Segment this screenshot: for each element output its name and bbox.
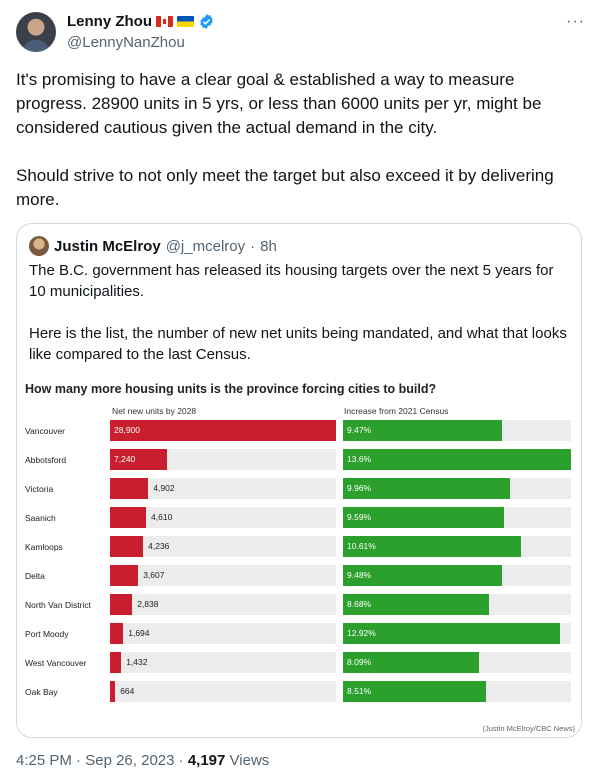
units-track-victoria: 4,902 [110, 478, 336, 499]
units-value-saanich: 4,610 [151, 512, 173, 522]
increase-bar-saanich [343, 507, 504, 528]
units-track-abbotsford: 7,240 [110, 449, 336, 470]
tweet-text: It's promising to have a clear goal & es… [16, 70, 554, 209]
chart-row-label-port-moody: Port Moody [25, 629, 69, 639]
chart-row-label-abbotsford: Abbotsford [25, 455, 67, 465]
increase-track-north-van-district: 8.68% [343, 594, 571, 615]
increase-bar-vancouver [343, 420, 502, 441]
housing-chart-image[interactable]: How many more housing units is the provi… [17, 374, 581, 737]
canada-flag-icon [156, 16, 173, 27]
chart-row-label-vancouver: Vancouver [25, 426, 66, 436]
chart-row-label-north-van-district: North Van District [25, 600, 91, 610]
units-bar-abbotsford [110, 449, 167, 470]
chart-col-header-increase: Increase from 2021 Census [344, 406, 449, 416]
chart-row-label-oak-bay: Oak Bay [25, 687, 58, 697]
units-value-north-van-district: 2,838 [137, 599, 159, 609]
units-track-saanich: 4,610 [110, 507, 336, 528]
author-avatar[interactable] [16, 12, 56, 52]
tweet-time[interactable]: 4:25 PM [16, 752, 72, 769]
footer-sep-2: · [178, 752, 184, 769]
increase-track-abbotsford: 13.6% [343, 449, 571, 470]
author-name-row: Lenny Zhou [67, 13, 215, 30]
units-track-vancouver: 28,900 [110, 420, 336, 441]
quote-text: The B.C. government has released its hou… [29, 262, 567, 363]
increase-bar-port-moody [343, 623, 560, 644]
units-value-oak-bay: 664 [120, 686, 135, 696]
units-bar-delta [110, 565, 139, 586]
increase-bar-north-van-district [343, 594, 489, 615]
units-bar-kamloops [110, 536, 144, 557]
chart-row-label-delta: Delta [25, 571, 45, 581]
chart-col-header-units: Net new units by 2028 [112, 406, 197, 416]
increase-value-vancouver: 9.47% [347, 425, 372, 435]
chart-title: How many more housing units is the provi… [25, 382, 437, 396]
increase-bar-west-vancouver [343, 652, 479, 673]
increase-value-west-vancouver: 8.09% [347, 657, 372, 667]
units-value-port-moody: 1,694 [128, 628, 150, 638]
units-value-vancouver: 28,900 [114, 425, 140, 435]
units-bar-west-vancouver [110, 652, 122, 673]
increase-track-port-moody: 12.92% [343, 623, 571, 644]
increase-value-port-moody: 12.92% [347, 628, 376, 638]
quote-author-name: Justin McElroy [54, 237, 161, 255]
units-bar-vancouver [110, 420, 336, 441]
increase-value-oak-bay: 8.51% [347, 686, 372, 696]
units-track-oak-bay: 664 [110, 681, 336, 702]
units-value-abbotsford: 7,240 [114, 454, 136, 464]
units-value-west-vancouver: 1,432 [126, 657, 148, 667]
increase-value-north-van-district: 8.68% [347, 599, 372, 609]
ukraine-flag-icon [177, 16, 194, 27]
verified-badge-icon [200, 14, 213, 29]
increase-bar-delta [343, 565, 502, 586]
units-bar-oak-bay [110, 681, 116, 702]
increase-value-abbotsford: 13.6% [347, 454, 372, 464]
quote-separator: · [250, 237, 256, 255]
increase-track-vancouver: 9.47% [343, 420, 571, 441]
tweet-footer: 4:25 PM · Sep 26, 2023 · 4,197 Views [16, 752, 269, 769]
quote-avatar [29, 236, 49, 256]
units-track-north-van-district: 2,838 [110, 594, 336, 615]
increase-value-delta: 9.48% [347, 570, 372, 580]
quoted-tweet[interactable]: Justin McElroy @j_mcelroy · 8h The B.C. … [16, 223, 582, 738]
increase-value-victoria: 9.96% [347, 483, 372, 493]
increase-track-victoria: 9.96% [343, 478, 571, 499]
units-value-delta: 3,607 [143, 570, 165, 580]
author-handle[interactable]: @LennyNanZhou [67, 34, 185, 51]
author-name[interactable]: Lenny Zhou [67, 13, 152, 30]
units-bar-north-van-district [110, 594, 133, 615]
increase-track-kamloops: 10.61% [343, 536, 571, 557]
increase-track-west-vancouver: 8.09% [343, 652, 571, 673]
units-bar-port-moody [110, 623, 124, 644]
increase-bar-abbotsford [343, 449, 571, 470]
units-bar-victoria [110, 478, 149, 499]
footer-sep: · [76, 752, 82, 769]
units-bar-saanich [110, 507, 147, 528]
views-label: Views [229, 752, 270, 769]
units-track-port-moody: 1,694 [110, 623, 336, 644]
views-count: 4,197 [187, 752, 226, 769]
quote-handle: @j_mcelroy [165, 237, 246, 255]
quote-header: Justin McElroy @j_mcelroy · 8h [29, 236, 277, 256]
increase-value-saanich: 9.59% [347, 512, 372, 522]
chart-row-label-saanich: Saanich [25, 513, 56, 523]
chart-row-label-west-vancouver: West Vancouver [25, 658, 87, 668]
increase-track-saanich: 9.59% [343, 507, 571, 528]
increase-bar-kamloops [343, 536, 521, 557]
increase-bar-oak-bay [343, 681, 486, 702]
more-options-icon[interactable]: ··· [566, 13, 585, 30]
increase-value-kamloops: 10.61% [347, 541, 376, 551]
increase-bar-victoria [343, 478, 510, 499]
tweet-date[interactable]: Sep 26, 2023 [85, 752, 175, 769]
quote-time: 8h [260, 237, 277, 255]
units-value-victoria: 4,902 [153, 483, 175, 493]
units-track-delta: 3,607 [110, 565, 336, 586]
chart-row-label-victoria: Victoria [25, 484, 54, 494]
units-track-kamloops: 4,236 [110, 536, 336, 557]
units-value-kamloops: 4,236 [148, 541, 170, 551]
units-track-west-vancouver: 1,432 [110, 652, 336, 673]
increase-track-oak-bay: 8.51% [343, 681, 571, 702]
chart-source: (Justin McElroy/CBC News) [482, 724, 575, 733]
increase-track-delta: 9.48% [343, 565, 571, 586]
chart-row-label-kamloops: Kamloops [25, 542, 63, 552]
